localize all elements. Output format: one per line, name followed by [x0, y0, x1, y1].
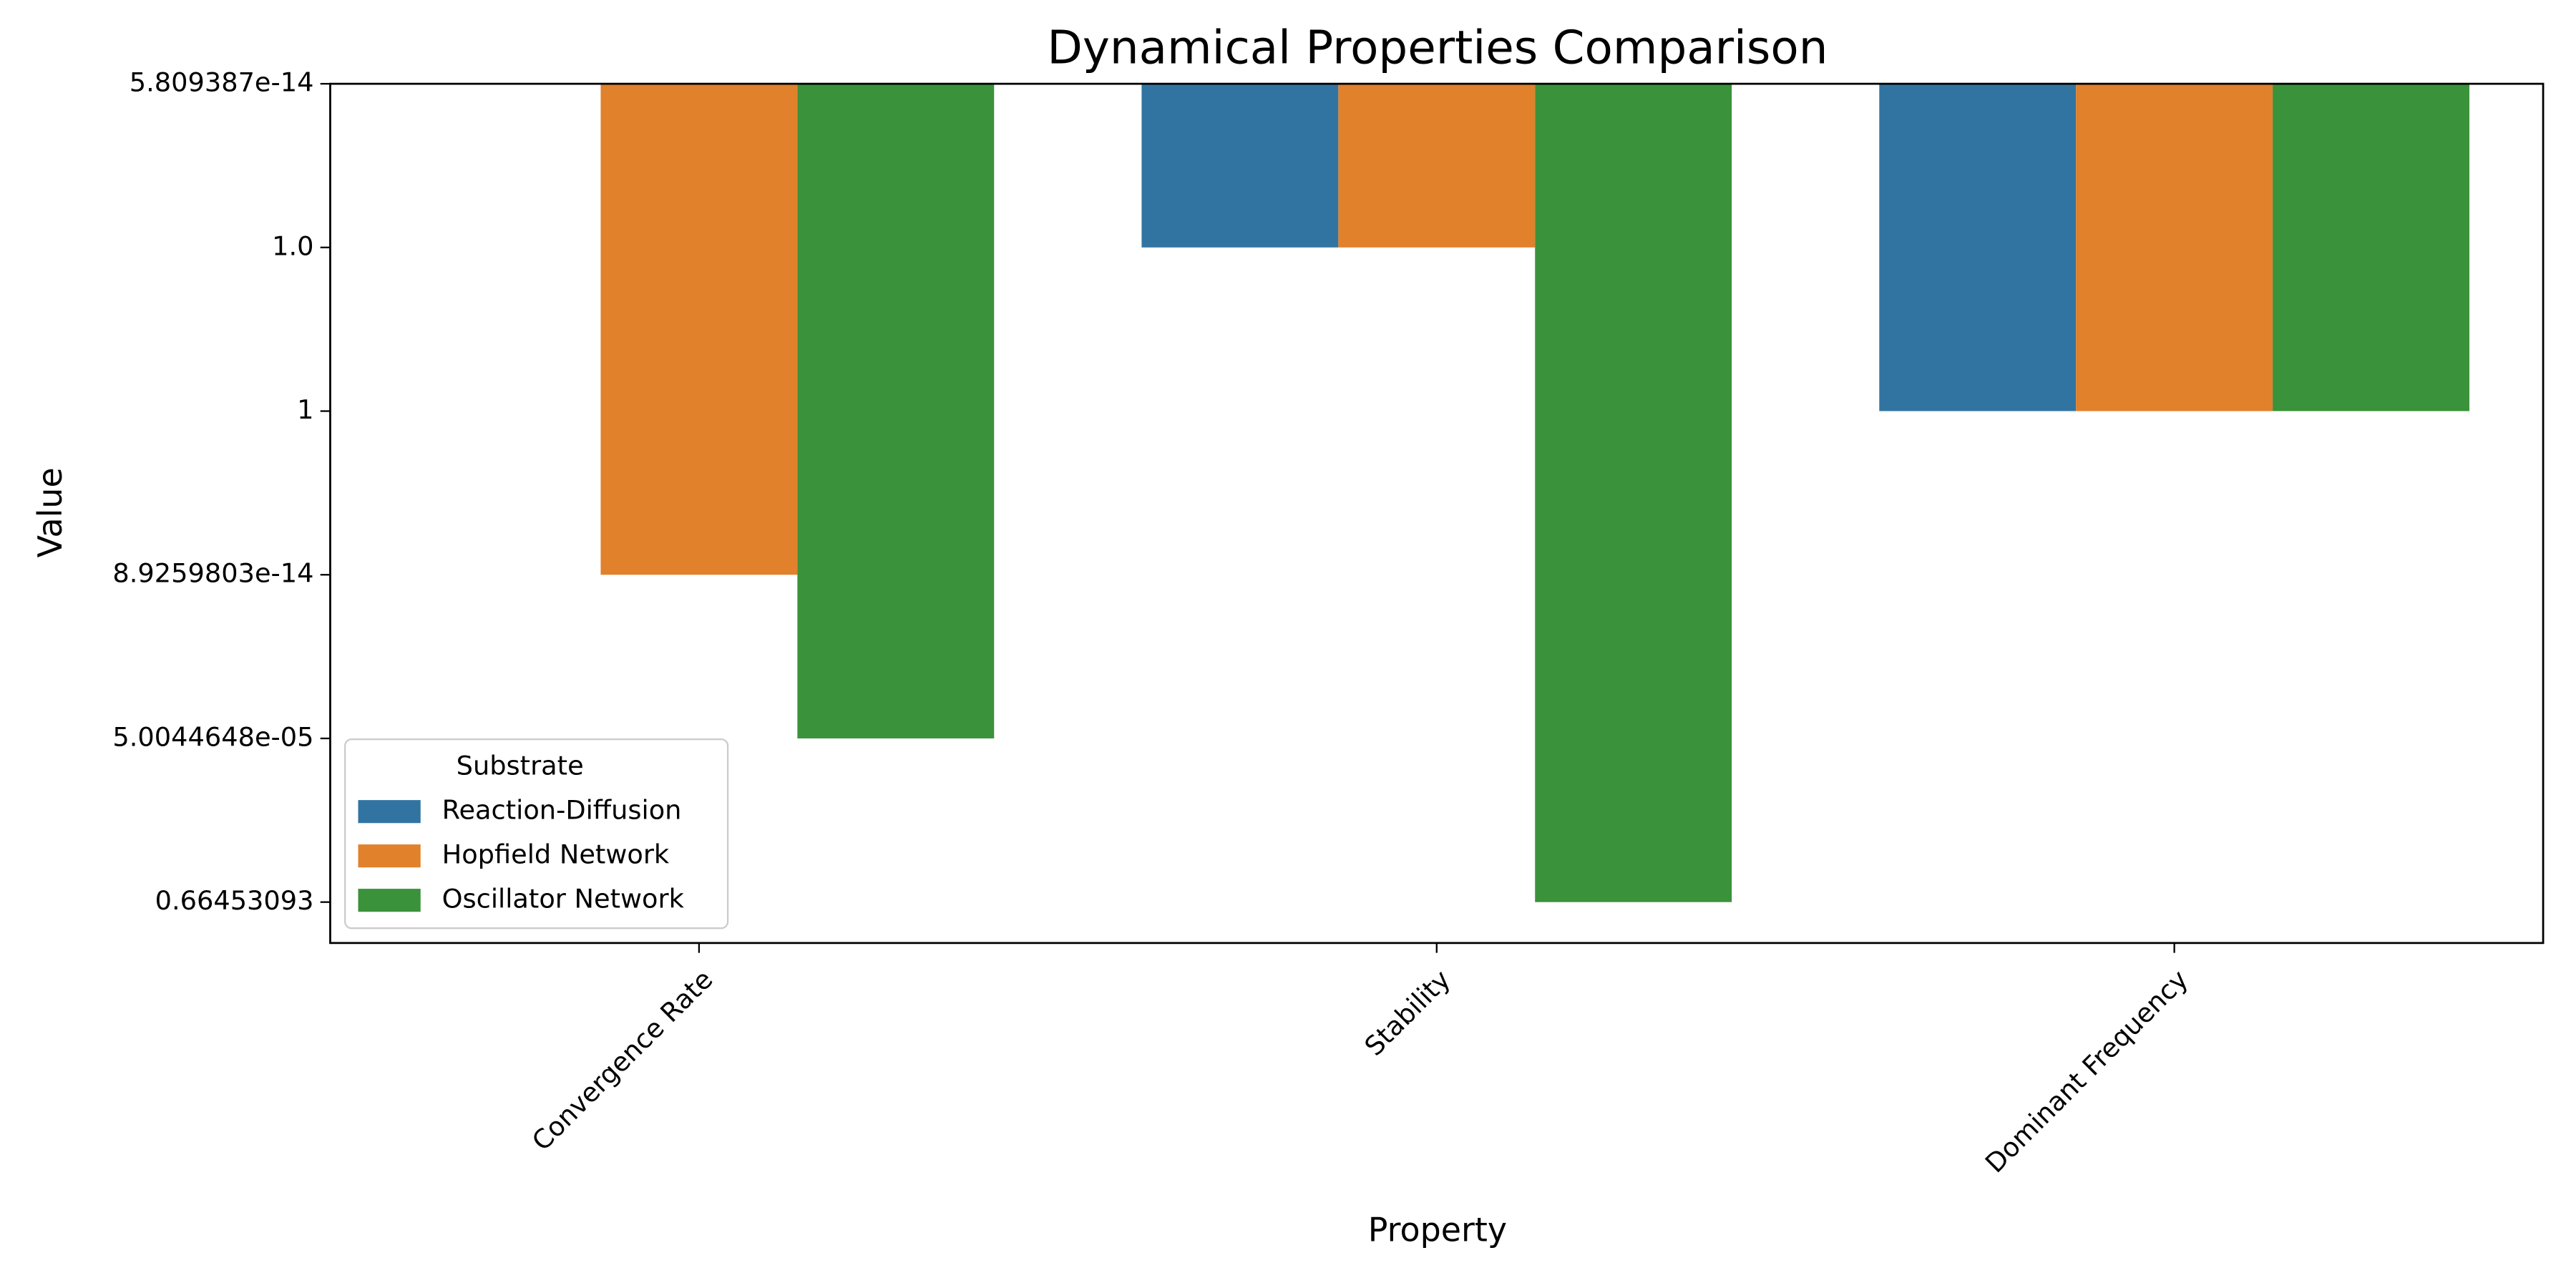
y-tick-label: 1 [297, 394, 313, 425]
chart-title: Dynamical Properties Comparison [1047, 21, 1828, 75]
bar [797, 84, 995, 738]
bar [2273, 84, 2469, 411]
bar [2076, 84, 2273, 411]
legend-box [343, 738, 729, 930]
legend-title: Substrate [457, 751, 584, 781]
bar [1535, 84, 1732, 902]
legend-label: Hopfield Network [442, 839, 670, 870]
x-axis-label: Property [1368, 1210, 1507, 1249]
x-tick-label: Stability [1359, 964, 1457, 1062]
legend-label: Oscillator Network [442, 884, 685, 914]
y-tick-label: 5.0044648e-05 [112, 721, 313, 752]
legend: Substrate Reaction-Diffusion Hopfield Netw… [343, 738, 729, 930]
x-tick-label: Dominant Frequency [1979, 964, 2194, 1179]
y-axis-label: Value [31, 467, 69, 557]
legend-swatch [358, 889, 421, 912]
y-tick-label: 8.9259803e-14 [112, 558, 313, 589]
bar [1338, 84, 1536, 248]
y-tick-label: 5.809387e-14 [130, 67, 314, 98]
bar [1879, 84, 2077, 411]
legend-swatch [358, 800, 421, 824]
bar [1141, 84, 1339, 248]
x-tick-label: Convergence Rate [526, 964, 718, 1156]
bar [600, 84, 798, 575]
legend-label: Reaction-Diffusion [442, 795, 682, 826]
y-tick-label: 1.0 [272, 230, 313, 261]
legend-swatch [358, 844, 421, 868]
y-tick-label: 0.66453093 [155, 885, 314, 916]
